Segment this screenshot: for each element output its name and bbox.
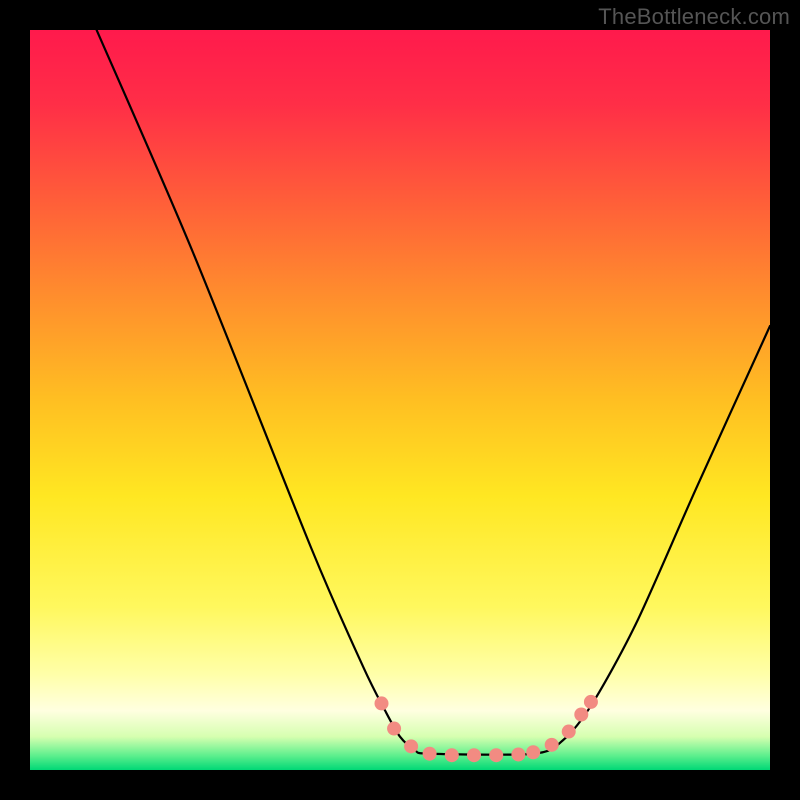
highlight-marker	[562, 725, 576, 739]
highlight-marker	[467, 748, 481, 762]
chart-svg	[0, 0, 800, 800]
highlight-marker	[387, 722, 401, 736]
highlight-marker	[404, 739, 418, 753]
highlight-marker	[375, 696, 389, 710]
highlight-marker	[574, 708, 588, 722]
highlight-marker	[584, 695, 598, 709]
highlight-marker	[423, 747, 437, 761]
plot-background	[30, 30, 770, 770]
highlight-marker	[526, 745, 540, 759]
highlight-marker	[545, 738, 559, 752]
chart-frame: TheBottleneck.com	[0, 0, 800, 800]
highlight-marker	[445, 748, 459, 762]
highlight-marker	[489, 748, 503, 762]
highlight-marker	[511, 747, 525, 761]
watermark-text: TheBottleneck.com	[598, 4, 790, 30]
